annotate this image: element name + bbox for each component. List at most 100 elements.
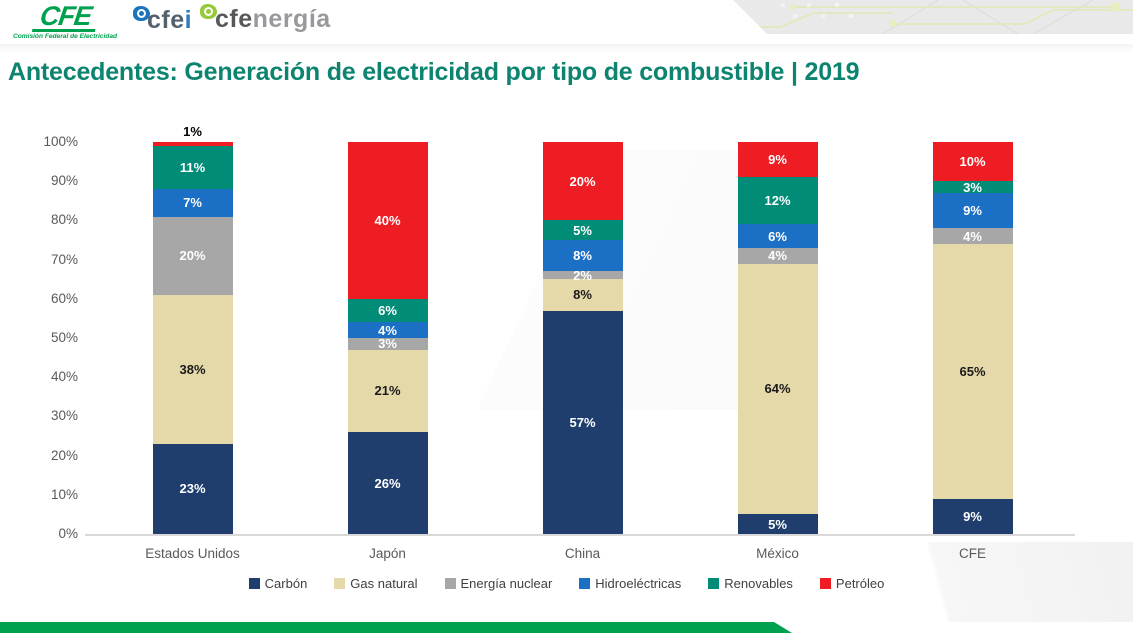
y-tick-label: 0% <box>58 526 78 541</box>
legend-item-carbón: Carbón <box>248 576 307 591</box>
x-label-slot: CFE <box>875 546 1070 561</box>
legend-item-energía-nuclear: Energía nuclear <box>444 576 552 591</box>
segment-gas-natural: 21% <box>347 349 428 433</box>
plot-area: 23% 38% 20% 7% 11% 1% 26% 21% 3% 4% 6% 40% 57% 8% 2% 8%… <box>95 125 1070 534</box>
segment-value-label: 40% <box>374 212 401 228</box>
legend-item-gas-natural: Gas natural <box>334 576 418 591</box>
y-tick-label: 10% <box>50 486 78 502</box>
segment-value-label: 21% <box>374 383 401 399</box>
x-label-slot: China <box>485 546 680 561</box>
circuit-pattern-decoration <box>733 0 1133 34</box>
segment-carbón: 57% <box>542 310 623 534</box>
stacked-bar-chart: 100% 90% 80% 70% 60% 50% 40% 30% 20% 10% 0% 23% 38%… <box>0 120 1133 591</box>
x-label-slot: Estados Unidos <box>95 546 290 561</box>
bars-row: 23% 38% 20% 7% 11% 1% 26% 21% 3% 4% 6% 40% 57% 8% 2% 8%… <box>95 125 1070 534</box>
category-label: México <box>756 546 799 561</box>
cfenergia-logo-text: cfe <box>215 5 253 33</box>
segment-petróleo: 20% <box>542 142 623 221</box>
x-label-slot: Japón <box>290 546 485 561</box>
legend-item-hidroeléctricas: Hidroeléctricas <box>579 576 681 591</box>
legend-label: Gas natural <box>350 576 418 591</box>
category-label: Japón <box>369 546 406 561</box>
segment-gas-natural: 64% <box>737 263 818 515</box>
legend-label: Petróleo <box>835 576 885 591</box>
cfei-logo-text: cfe <box>147 6 185 34</box>
stacked-bar-cfe: 9% 65% 4% 9% 3% 10% <box>932 142 1013 534</box>
segment-value-label: 8% <box>573 248 592 264</box>
segment-renovables: 5% <box>542 220 623 241</box>
segment-petróleo: 9% <box>737 142 818 178</box>
segment-renovables: 3% <box>932 179 1013 195</box>
segment-value-label: 4% <box>378 322 397 338</box>
bar-slot: 57% 8% 2% 8% 5% 20% <box>485 142 680 534</box>
segment-gas-natural: 8% <box>542 279 623 311</box>
y-tick-label: 50% <box>50 330 78 345</box>
cfei-logo-i: i <box>184 6 192 34</box>
segment-value-label: 11% <box>179 160 206 175</box>
segment-energía-nuclear: 3% <box>347 337 428 350</box>
segment-petróleo: 40% <box>347 142 428 299</box>
segment-value-label: 38% <box>179 361 206 377</box>
segment-value-label: 4% <box>768 248 787 264</box>
segment-value-label: 5% <box>768 516 787 532</box>
segment-value-label: 7% <box>183 195 202 211</box>
x-label-slot: México <box>680 546 875 561</box>
segment-hidroeléctricas: 6% <box>737 224 818 248</box>
segment-value-label: 64% <box>764 381 791 397</box>
cfenergia-logo-text2: nergía <box>252 5 331 33</box>
legend-swatch <box>708 578 720 589</box>
segment-value-label: 3% <box>963 179 982 195</box>
segment-energía-nuclear: 20% <box>152 216 233 295</box>
segment-hidroeléctricas: 9% <box>932 193 1013 229</box>
segment-petróleo: 10% <box>932 142 1013 182</box>
stacked-bar-méxico: 5% 64% 4% 6% 12% 9% <box>737 142 818 534</box>
legend-swatch <box>444 578 456 589</box>
y-tick-label: 80% <box>50 212 78 228</box>
segment-hidroeléctricas: 8% <box>542 240 623 272</box>
segment-value-label: 20% <box>179 248 206 264</box>
legend-item-petróleo: Petróleo <box>819 576 885 591</box>
category-label: Estados Unidos <box>145 546 240 561</box>
segment-value-label: 12% <box>764 193 791 209</box>
x-axis-labels: Estados Unidos Japón China México CFE <box>95 546 1070 561</box>
cfenergia-logo: cfenergía <box>200 4 331 40</box>
stacked-bar-china: 57% 8% 2% 8% 5% 20% <box>542 142 623 534</box>
legend-label: Hidroeléctricas <box>595 576 682 591</box>
y-tick-label: 30% <box>50 408 78 424</box>
segment-carbón: 9% <box>932 498 1013 534</box>
segment-value-label: 4% <box>963 228 982 244</box>
y-tick-label: 40% <box>50 369 78 385</box>
background-wedge-bottom-right <box>703 542 1133 622</box>
segment-carbón: 23% <box>152 443 233 534</box>
legend-swatch <box>334 578 346 589</box>
legend-swatch <box>248 578 260 589</box>
bar-slot: 5% 64% 4% 6% 12% 9% <box>680 142 875 534</box>
cfe-logo-text: CFE <box>31 1 99 32</box>
segment-value-label: 9% <box>963 508 982 524</box>
segment-value-label: 2% <box>573 267 592 283</box>
y-tick-label: 90% <box>50 173 78 189</box>
segment-carbón: 5% <box>737 514 818 534</box>
header-divider <box>0 44 1133 54</box>
chart-legend: Carbón Gas natural Energía nuclear Hidroelé… <box>0 576 1133 591</box>
category-label: China <box>564 546 601 561</box>
y-tick-label: 20% <box>50 447 78 463</box>
bar-slot: 23% 38% 20% 7% 11% 1% <box>95 125 290 534</box>
cfe-logo-subtitle: Comisión Federal de Electricidad <box>12 33 118 40</box>
bar-slot: 9% 65% 4% 9% 3% 10% <box>875 142 1070 534</box>
legend-swatch <box>579 578 591 589</box>
header: CFE Comisión Federal de Electricidad cfe… <box>0 0 1133 54</box>
segment-renovables: 6% <box>347 298 428 323</box>
segment-value-label: 8% <box>573 287 592 303</box>
cfei-blob-icon <box>133 6 150 21</box>
bar-slot: 26% 21% 3% 4% 6% 40% <box>290 142 485 534</box>
legend-swatch <box>819 578 831 589</box>
segment-energía-nuclear: 4% <box>932 228 1013 244</box>
category-label: CFE <box>959 546 986 561</box>
y-tick-label: 70% <box>50 251 78 267</box>
segment-value-label: 20% <box>569 173 596 189</box>
cfei-logo: cfei <box>133 6 192 40</box>
segment-value-label: 6% <box>768 228 787 244</box>
y-tick-label: 60% <box>50 290 78 306</box>
segment-petróleo <box>152 142 233 146</box>
